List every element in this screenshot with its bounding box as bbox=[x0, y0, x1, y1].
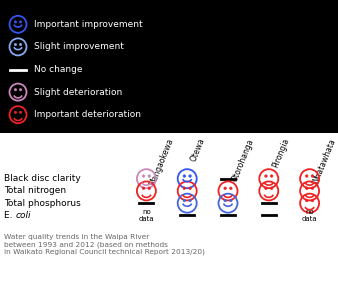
Circle shape bbox=[183, 175, 186, 177]
Circle shape bbox=[142, 187, 145, 190]
Text: Mangaokewa: Mangaokewa bbox=[148, 137, 176, 187]
Circle shape bbox=[189, 175, 191, 177]
Circle shape bbox=[306, 175, 308, 177]
Text: Important improvement: Important improvement bbox=[34, 20, 143, 29]
Circle shape bbox=[306, 187, 308, 190]
Circle shape bbox=[148, 187, 150, 190]
Circle shape bbox=[189, 199, 191, 202]
Text: E.: E. bbox=[4, 211, 15, 220]
Circle shape bbox=[265, 175, 267, 177]
Circle shape bbox=[20, 43, 22, 46]
Circle shape bbox=[265, 187, 267, 190]
Text: Otorohanga: Otorohanga bbox=[230, 137, 256, 182]
Text: data: data bbox=[139, 217, 154, 223]
Text: Important deterioration: Important deterioration bbox=[34, 110, 141, 119]
Circle shape bbox=[230, 199, 232, 202]
Circle shape bbox=[230, 187, 232, 190]
Text: Slight deterioration: Slight deterioration bbox=[34, 88, 122, 97]
Circle shape bbox=[183, 199, 186, 202]
Circle shape bbox=[183, 187, 186, 190]
Circle shape bbox=[14, 43, 17, 46]
Circle shape bbox=[311, 175, 314, 177]
Circle shape bbox=[189, 187, 191, 190]
Text: Slight improvement: Slight improvement bbox=[34, 42, 124, 51]
Circle shape bbox=[20, 21, 22, 23]
Text: no: no bbox=[305, 209, 314, 215]
Bar bbox=[0, 0, 338, 133]
Text: Whatawhata: Whatawhata bbox=[312, 137, 338, 186]
Circle shape bbox=[142, 175, 145, 177]
Circle shape bbox=[224, 187, 226, 190]
Text: coli: coli bbox=[16, 211, 31, 220]
Circle shape bbox=[20, 89, 22, 91]
Text: Otewa: Otewa bbox=[189, 137, 207, 163]
Circle shape bbox=[14, 89, 17, 91]
Text: data: data bbox=[302, 217, 317, 223]
Circle shape bbox=[311, 187, 314, 190]
Circle shape bbox=[306, 199, 308, 202]
Circle shape bbox=[270, 187, 273, 190]
Circle shape bbox=[14, 21, 17, 23]
Text: Black disc clarity: Black disc clarity bbox=[4, 174, 81, 183]
Text: no: no bbox=[142, 209, 151, 215]
Text: Total phosphorus: Total phosphorus bbox=[4, 199, 81, 208]
Text: Pirongia: Pirongia bbox=[271, 137, 291, 169]
Circle shape bbox=[224, 199, 226, 202]
Circle shape bbox=[270, 175, 273, 177]
Circle shape bbox=[311, 199, 314, 202]
Circle shape bbox=[20, 111, 22, 114]
Circle shape bbox=[148, 175, 150, 177]
Text: Total nitrogen: Total nitrogen bbox=[4, 186, 66, 195]
Circle shape bbox=[14, 111, 17, 114]
Text: No change: No change bbox=[34, 65, 82, 74]
Text: Water quality trends in the Waipa River
between 1993 and 2012 (based on methods
: Water quality trends in the Waipa River … bbox=[4, 234, 205, 255]
